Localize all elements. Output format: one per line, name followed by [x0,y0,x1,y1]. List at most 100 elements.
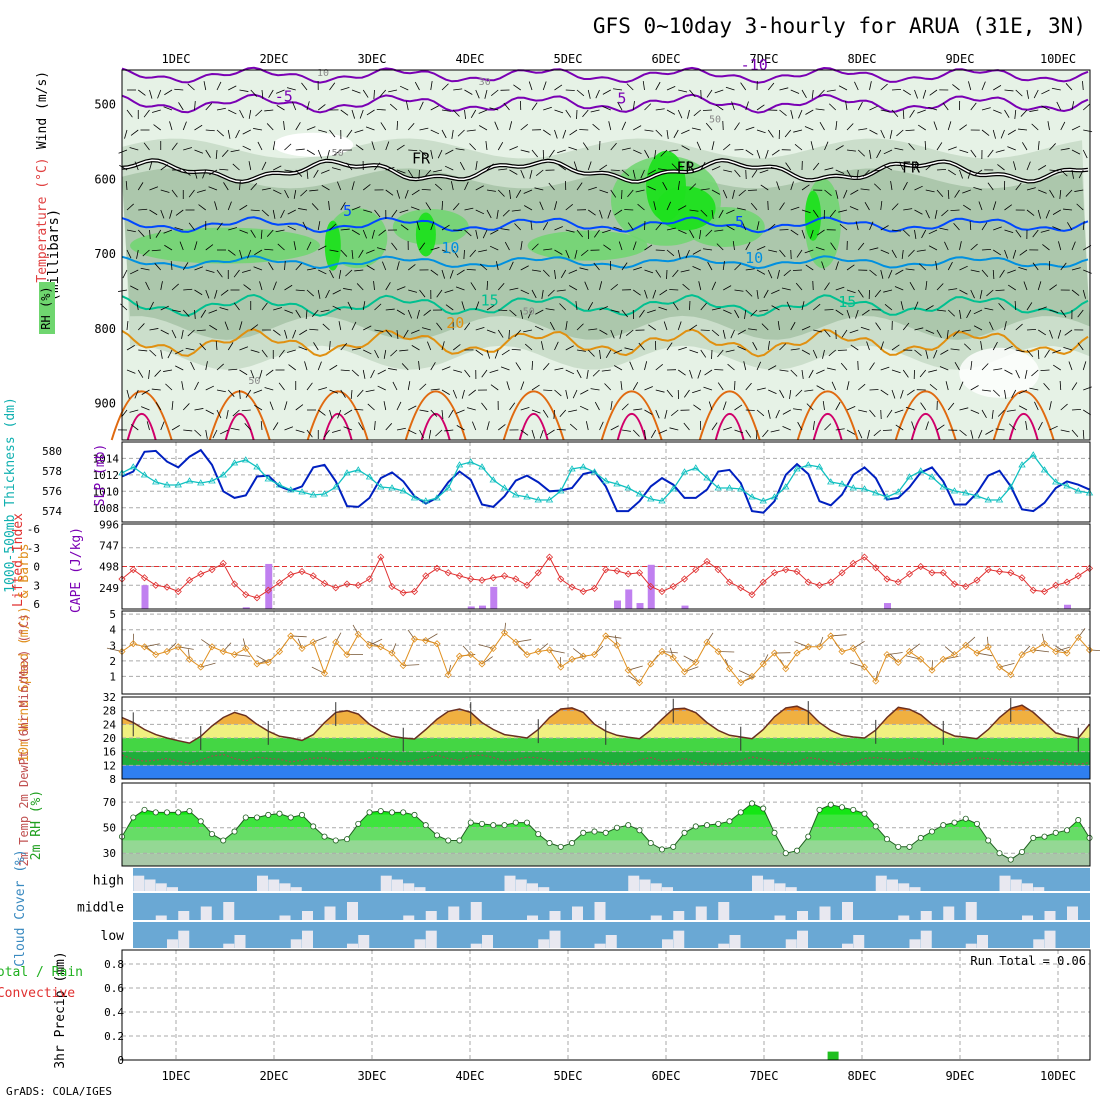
wind-barb [627,222,634,231]
lifted-marker [872,564,880,572]
wind-barb [165,383,173,391]
lifted-marker [590,584,599,592]
wind-barb [995,428,1005,431]
wind-barb [1015,349,1025,353]
wind-barb [1071,241,1076,251]
wind-barb [140,267,150,271]
chart-title: GFS 0~10day 3-hourly for ARUA (31E, 3N) [593,14,1086,38]
surface-hot-arch [126,412,157,441]
wind-barb [637,203,645,211]
wind-barb [569,285,578,291]
wind-barb [666,201,672,211]
wind-barb [745,241,751,251]
rh2m-marker [692,823,699,830]
wind-barb [654,149,657,159]
wind-barb [332,305,341,311]
wind-barb [1004,321,1007,331]
wind-barb [329,409,333,419]
wind-barb [613,88,623,91]
wind-barb [149,209,158,216]
wind-barb [610,142,617,151]
wind-barb [453,369,463,373]
wind-barb [407,122,415,131]
rh2m-marker [186,808,193,815]
lifted-marker [163,583,171,591]
wind-barb [376,247,386,251]
rh2m-marker [231,828,238,835]
wind-barb [781,287,791,291]
wind-barb [835,428,845,431]
wind-barb [119,164,128,171]
wind-barb [1038,329,1047,336]
wind-barb [239,249,243,259]
lifted-marker [714,566,722,574]
wind-barb [903,89,912,96]
wind-barb [151,109,161,113]
lifted-marker [354,581,362,589]
top-day-tick: 2DEC [260,52,289,66]
wind-barb [700,349,707,358]
wind-barb [891,229,901,232]
wind-barb [452,249,459,258]
wind-barb [479,263,488,271]
wind-barb [194,266,204,271]
wind-barb [869,247,879,251]
wind10-marker [455,652,464,660]
wind-barb [136,301,139,311]
wind-barb [894,409,904,414]
wind-barb [377,369,386,375]
wind-barb [562,129,567,139]
wind-barb [737,329,746,335]
wind-barb [396,309,405,315]
wind-barb [365,389,375,393]
lifted-marker [320,579,329,587]
wind-barb [441,409,444,419]
wind-barb [1023,281,1028,291]
wind-barb [160,421,165,431]
wind-barb [669,427,679,431]
wind-barb [595,89,600,99]
wind-barb [479,125,488,131]
wind-barb [607,209,612,219]
wind-barb [340,202,346,211]
thickness-marker [388,484,396,491]
surface-hot-arch [1008,412,1039,441]
wind-barb [390,349,398,357]
wind-barb [1000,129,1005,139]
wind-barb [767,409,771,419]
isotherm-line [121,66,1089,84]
cloud-bar [302,930,313,948]
wind-barb [568,269,578,274]
cloud-bar [144,879,156,891]
wind-barb [928,245,938,251]
wind-barb [838,85,848,91]
wind-barb [806,403,814,411]
wind-barb [723,169,733,173]
wind-barb [980,341,983,351]
wind10-marker [782,665,790,673]
wind-barb [974,169,983,176]
wind-barb [880,366,890,371]
lifted-marker [332,584,340,592]
wind-barb [845,101,848,111]
wind-barb [216,81,222,91]
wind-barb [122,269,128,279]
wind-barb [588,186,597,191]
wind-barb [846,289,856,294]
wind-barb [592,369,600,377]
wind-barb [416,221,420,231]
rh2m-marker [163,809,170,816]
wind-barb [475,349,484,356]
wind-barb [1051,87,1061,91]
wind-barb [1037,209,1041,219]
wind-barb [916,249,926,252]
wind-barb [411,329,420,334]
rh2m-marker [130,814,137,821]
wind-barb [481,402,488,411]
wind-barb [601,369,611,372]
wind-barb [491,89,499,96]
wind-barb [472,421,477,431]
rh2m-marker [974,820,981,827]
wind-barb [594,229,600,238]
wind-barb [767,341,770,351]
